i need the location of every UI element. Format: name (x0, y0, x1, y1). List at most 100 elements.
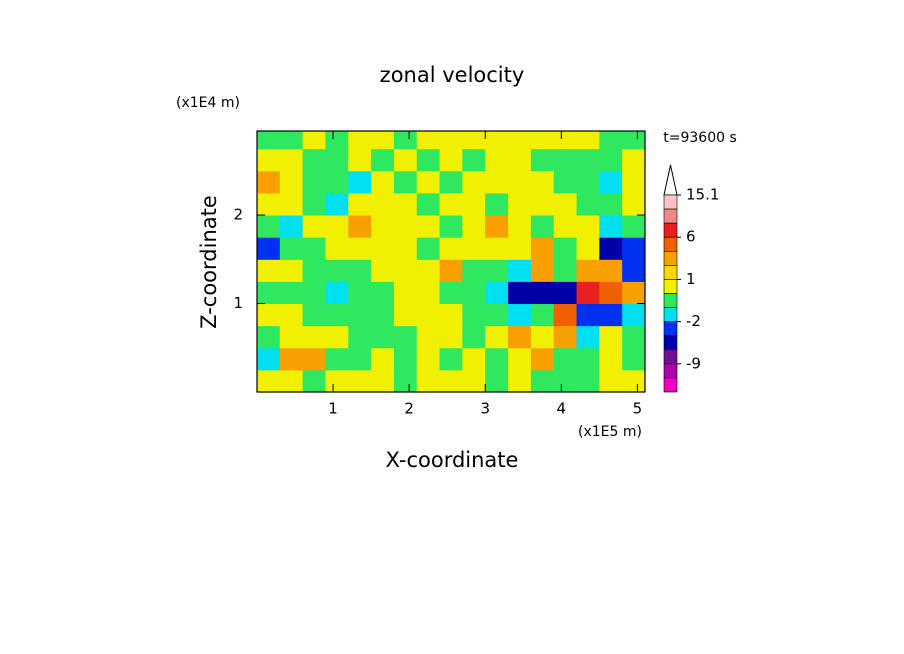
contour-cell (622, 131, 645, 150)
contour-cell (302, 170, 326, 194)
contour-cell (348, 215, 372, 238)
colorbar-band (663, 321, 678, 337)
contour-cell (325, 148, 349, 172)
contour-cell (416, 369, 441, 392)
x-tick-label: 1 (328, 400, 338, 418)
contour-cell (530, 170, 555, 194)
contour-cell (576, 259, 600, 282)
contour-cell (257, 325, 281, 349)
contour-cell (508, 281, 532, 305)
contour-cell (348, 347, 372, 371)
contour-cell (462, 281, 486, 305)
contour-cell (530, 237, 555, 260)
contour-cell (279, 347, 304, 371)
contour-cell (576, 170, 600, 194)
y-unit: (x1E4 m) (176, 95, 240, 111)
contour-cell (439, 148, 463, 172)
contour-field (257, 131, 645, 392)
contour-cell (485, 325, 509, 349)
contour-cell (393, 131, 418, 150)
contour-cell (485, 131, 509, 150)
contour-cell (393, 237, 418, 260)
contour-cell (439, 131, 463, 150)
x-axis-title: X-coordinate (386, 448, 519, 472)
contour-cell (576, 325, 600, 349)
contour-cell (416, 215, 441, 238)
contour-cell (462, 325, 486, 349)
x-tick-label: 2 (404, 400, 414, 418)
contour-cell (393, 170, 418, 194)
contour-cell (257, 347, 281, 371)
contour-cell (257, 281, 281, 305)
contour-cell (302, 192, 326, 216)
contour-cell (325, 347, 349, 371)
contour-cell (530, 215, 555, 238)
contour-cell (439, 237, 463, 260)
contour-cell (302, 303, 326, 327)
x-tick-label: 5 (633, 400, 643, 418)
contour-cell (325, 170, 349, 194)
contour-cell (371, 281, 395, 305)
contour-cell (462, 369, 486, 392)
contour-cell (508, 303, 532, 327)
y-tick-label: 1 (233, 294, 243, 312)
contour-cell (279, 131, 304, 150)
contour-cell (508, 259, 532, 282)
contour-cell (325, 237, 349, 260)
contour-cell (371, 170, 395, 194)
contour-cell (348, 303, 372, 327)
contour-cell (622, 170, 645, 194)
contour-cell (622, 259, 645, 282)
colorbar-band (663, 307, 678, 322)
contour-cell (348, 170, 372, 194)
contour-cell (508, 237, 532, 260)
contour-cell (462, 148, 486, 172)
contour-cell (302, 281, 326, 305)
contour-cell (508, 347, 532, 371)
contour-cell (508, 369, 532, 392)
contour-cell (371, 303, 395, 327)
contour-cell (257, 369, 281, 392)
contour-cell (393, 215, 418, 238)
chart-title: zonal velocity (380, 63, 525, 87)
contour-cell (257, 170, 281, 194)
contour-cell (348, 281, 372, 305)
contour-cell (279, 170, 304, 194)
contour-cell (348, 369, 372, 392)
contour-cell (576, 237, 600, 260)
contour-cell (622, 347, 645, 371)
contour-cell (530, 131, 555, 150)
contour-cell (393, 325, 418, 349)
contour-cell (622, 215, 645, 238)
contour-cell (393, 148, 418, 172)
contour-cell (393, 347, 418, 371)
contour-cell (439, 170, 463, 194)
contour-cell (348, 237, 372, 260)
contour-cell (416, 131, 441, 150)
contour-cell (371, 325, 395, 349)
contour-cell (279, 192, 304, 216)
contour-cell (302, 369, 326, 392)
contour-cell (371, 237, 395, 260)
contour-cell (599, 192, 623, 216)
x-unit: (x1E5 m) (578, 424, 642, 440)
colorbar-tick-label: -9 (686, 354, 701, 372)
contour-cell (439, 215, 463, 238)
contour-cell (553, 325, 578, 349)
contour-cell (462, 131, 486, 150)
contour-cell (393, 192, 418, 216)
contour-cell (485, 215, 509, 238)
contour-cell (257, 192, 281, 216)
contour-cell (508, 325, 532, 349)
contour-cell (416, 347, 441, 371)
contour-cell (599, 131, 623, 150)
contour-cell (257, 131, 281, 150)
contour-cell (279, 303, 304, 327)
contour-cell (485, 347, 509, 371)
contour-cell (462, 192, 486, 216)
contour-cell (416, 148, 441, 172)
contour-cell (279, 259, 304, 282)
colorbar-tick-label: 6 (686, 228, 696, 246)
contour-cell (302, 148, 326, 172)
